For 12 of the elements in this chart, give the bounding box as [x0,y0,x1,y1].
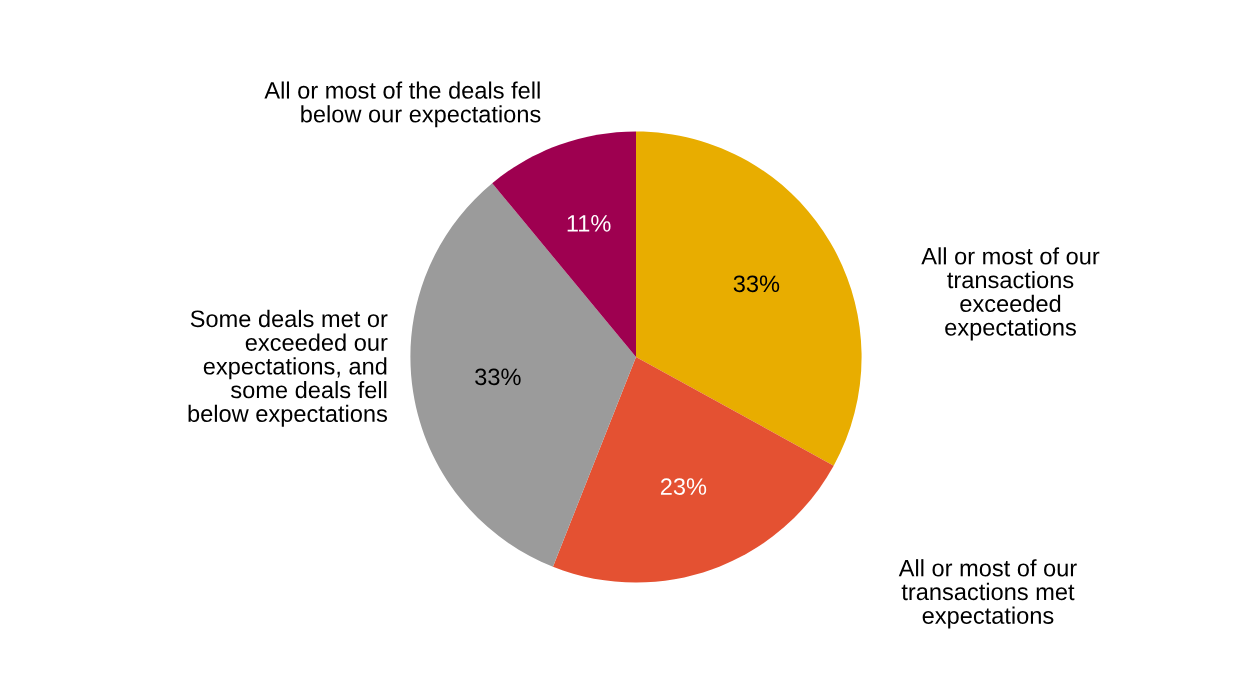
pie-slice [492,131,636,357]
pie-slice [552,357,834,583]
slice-label: All or most of our transactions exceeded expectations [921,247,1100,341]
data-label: 11% [567,215,611,232]
data-label: 33% [475,368,521,386]
slice-label: All or most of our transactions met expectations [898,559,1077,629]
pie-slice [410,183,636,567]
data-label: 33% [733,275,780,293]
slice-label: Some deals met or exceeded our expectations, and some deals fell below expectations [188,309,388,427]
data-label: 23% [660,478,707,495]
pie-slice [636,131,862,466]
slice-label: All or most of the deals fell below our expectations [264,81,541,128]
